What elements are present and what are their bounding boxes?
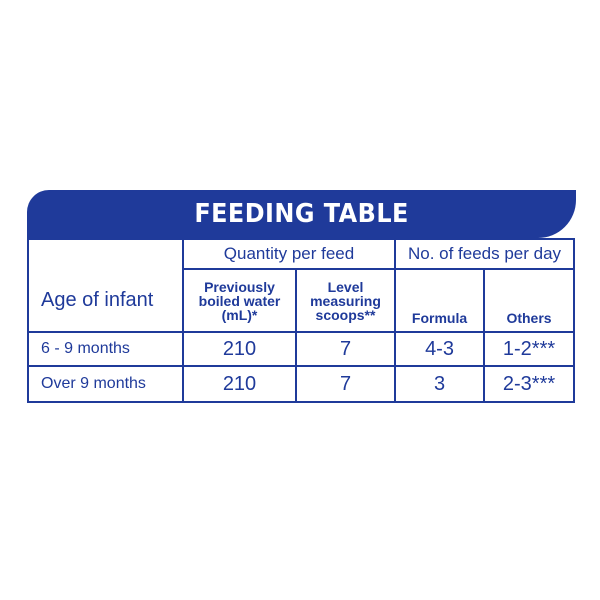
page-title: FEEDING TABLE [194,199,409,229]
formula-cell: 4-3 [394,331,486,367]
measuring-scoops-header: Level measuring scoops** [294,268,397,333]
formula-header: Formula [394,268,486,333]
boiled-water-header: Previously boiled water (mL)* [182,268,297,333]
title-banner: FEEDING TABLE [27,190,576,238]
table-row: 6 - 9 months 210 7 4-3 1-2*** [27,331,576,367]
scoops-cell: 7 [294,331,397,367]
water-cell: 210 [182,365,297,403]
others-header: Others [483,268,576,333]
table-row: Over 9 months 210 7 3 2-3*** [27,365,576,403]
others-cell: 2-3*** [483,365,576,403]
table-header-row: Quantity per feed No. of feeds per day [27,238,576,270]
water-cell: 210 [182,331,297,367]
table-subheader-row: Age of infant Previously boiled water (m… [27,268,576,333]
age-cell: 6 - 9 months [27,331,184,367]
scoops-cell: 7 [294,365,397,403]
feeds-per-day-header: No. of feeds per day [394,238,576,270]
feeding-table: Quantity per feed No. of feeds per day A… [27,238,576,403]
quantity-per-feed-header: Quantity per feed [181,238,397,270]
empty-corner-cell [27,238,184,269]
age-of-infant-header: Age of infant [27,269,184,333]
others-cell: 1-2*** [483,331,576,367]
formula-cell: 3 [394,365,486,403]
age-cell: Over 9 months [27,365,184,403]
